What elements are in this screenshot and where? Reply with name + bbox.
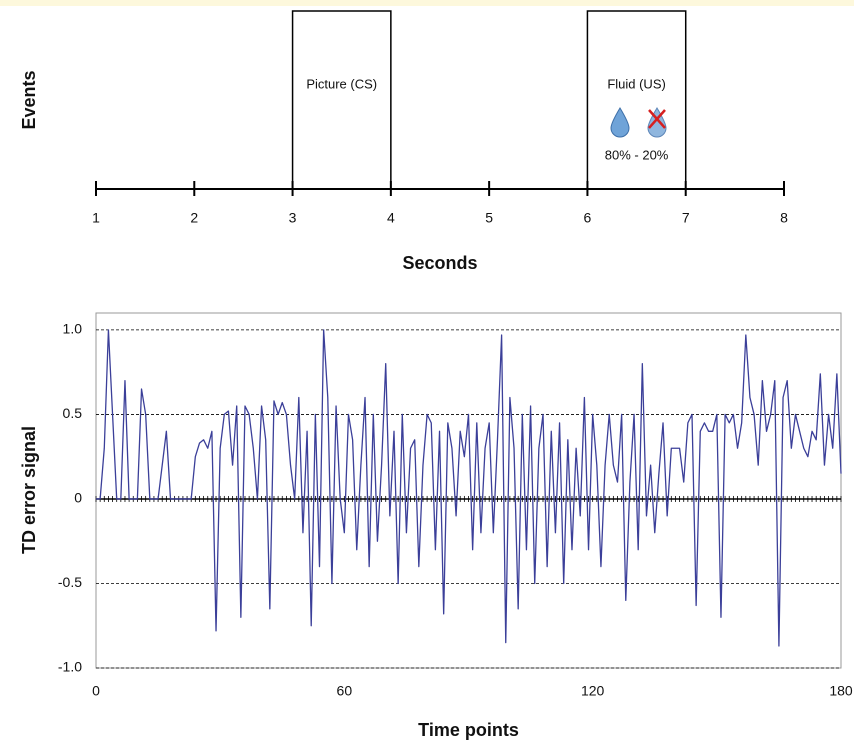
top-band [0, 0, 854, 6]
x-tick-label: 0 [92, 683, 100, 699]
x-tick-label: 4 [387, 210, 395, 226]
data-line [96, 329, 842, 647]
y-tick-label: 1.0 [63, 321, 83, 337]
y-tick-label: 0 [74, 490, 82, 506]
x-tick-label: 180 [829, 683, 853, 699]
x-axis-title: Seconds [402, 253, 477, 273]
y-axis-title: Events [19, 70, 39, 129]
y-tick-label: 0.5 [63, 405, 83, 421]
y-axis-title: TD error signal [19, 426, 39, 554]
x-tick-label: 60 [337, 683, 353, 699]
event-label: Fluid (US) [607, 76, 666, 91]
x-tick-label: 120 [581, 683, 605, 699]
event-label: Picture (CS) [306, 76, 377, 91]
plot-frame [95, 312, 842, 669]
y-tick-label: -0.5 [58, 574, 82, 590]
x-tick-label: 7 [682, 210, 690, 226]
drop-icons [610, 107, 667, 138]
x-tick-label: 3 [289, 210, 297, 226]
y-tick-label: -1.0 [58, 659, 82, 675]
x-tick-label: 1 [92, 210, 100, 226]
event-box [586, 10, 687, 189]
event-box [291, 10, 392, 189]
event-annotation: 80% - 20% [605, 147, 669, 162]
x-tick-label: 5 [485, 210, 493, 226]
x-tick-label: 8 [780, 210, 788, 226]
x-tick-label: 6 [584, 210, 592, 226]
x-tick-label: 2 [190, 210, 198, 226]
x-axis-title: Time points [418, 720, 519, 740]
